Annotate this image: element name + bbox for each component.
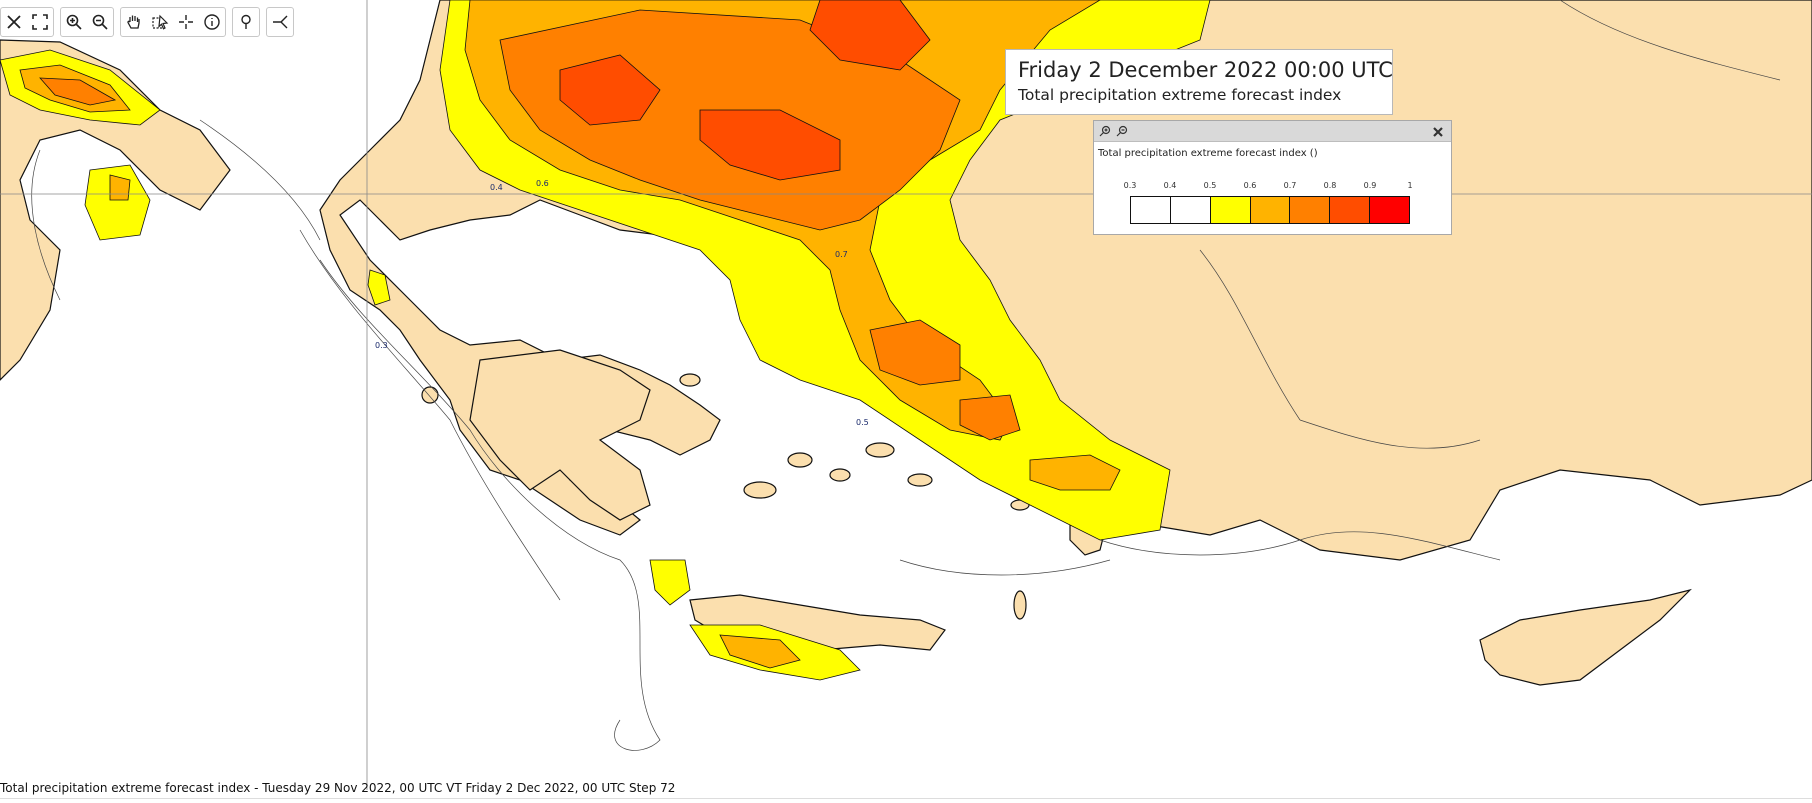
toolbar-group-pin: [232, 7, 260, 37]
toolbar-group-zoom: [60, 7, 114, 37]
close-icon[interactable]: [1, 9, 27, 35]
contour-label: 0.4: [490, 183, 503, 192]
legend-swatch: [1210, 197, 1251, 223]
toolbar-group-tools: [120, 7, 226, 37]
crosshair-icon[interactable]: [173, 9, 199, 35]
info-icon[interactable]: [199, 9, 225, 35]
zoom-in-icon[interactable]: [1098, 125, 1111, 138]
legend-tick: 0.4: [1163, 181, 1177, 190]
toolbar-group-measure: [266, 7, 294, 37]
map-caption: Total precipitation extreme forecast ind…: [0, 781, 676, 795]
legend-tick: 0.9: [1363, 181, 1377, 190]
select-area-icon[interactable]: [147, 9, 173, 35]
legend-tick: 0.5: [1203, 181, 1217, 190]
footer-divider: [0, 798, 1812, 799]
legend-tick: 0.3: [1123, 181, 1137, 190]
fullscreen-icon[interactable]: [27, 9, 53, 35]
location-pin-icon[interactable]: [233, 9, 259, 35]
contour-value-labels: 0.3 0.4 0.5 0.6 0.7: [375, 179, 869, 427]
toolbar-group-view: [0, 7, 54, 37]
legend-title: Total precipitation extreme forecast ind…: [1098, 148, 1318, 159]
legend-swatch: [1290, 197, 1331, 223]
legend-swatch: [1131, 197, 1171, 223]
legend-swatch: [1250, 197, 1291, 223]
legend-tick: 1: [1407, 181, 1413, 190]
measure-icon[interactable]: [267, 9, 293, 35]
legend-tick: 0.7: [1283, 181, 1297, 190]
pan-hand-icon[interactable]: [121, 9, 147, 35]
map-subtitle: Total precipitation extreme forecast ind…: [1018, 86, 1342, 104]
legend-tick: 0.8: [1323, 181, 1337, 190]
legend-color-scale: 0.3 0.4 0.5 0.6 0.7 0.8 0.9 1: [1124, 181, 1413, 227]
legend-swatch: [1170, 197, 1211, 223]
zoom-out-icon[interactable]: [87, 9, 113, 35]
contour-label: 0.5: [856, 418, 869, 427]
legend-swatch: [1370, 197, 1410, 223]
contour-label: 0.6: [536, 179, 549, 188]
close-icon[interactable]: [1431, 124, 1445, 138]
contour-label: 0.7: [835, 250, 848, 259]
map-title: Friday 2 December 2022 00:00 UTC: [1018, 58, 1393, 82]
map-title-box: Friday 2 December 2022 00:00 UTC Total p…: [1005, 49, 1393, 115]
contour-label: 0.3: [375, 341, 388, 350]
legend-header[interactable]: [1094, 121, 1451, 142]
legend-swatch: [1330, 197, 1371, 223]
zoom-out-icon[interactable]: [1115, 125, 1128, 138]
contour-lines: [31, 0, 1781, 751]
efi-shading: [0, 0, 1211, 681]
legend-tick: 0.6: [1243, 181, 1257, 190]
legend-swatches: [1130, 196, 1410, 224]
legend-panel: Total precipitation extreme forecast ind…: [1093, 120, 1452, 235]
zoom-in-icon[interactable]: [61, 9, 87, 35]
map-toolbar: [0, 7, 294, 37]
